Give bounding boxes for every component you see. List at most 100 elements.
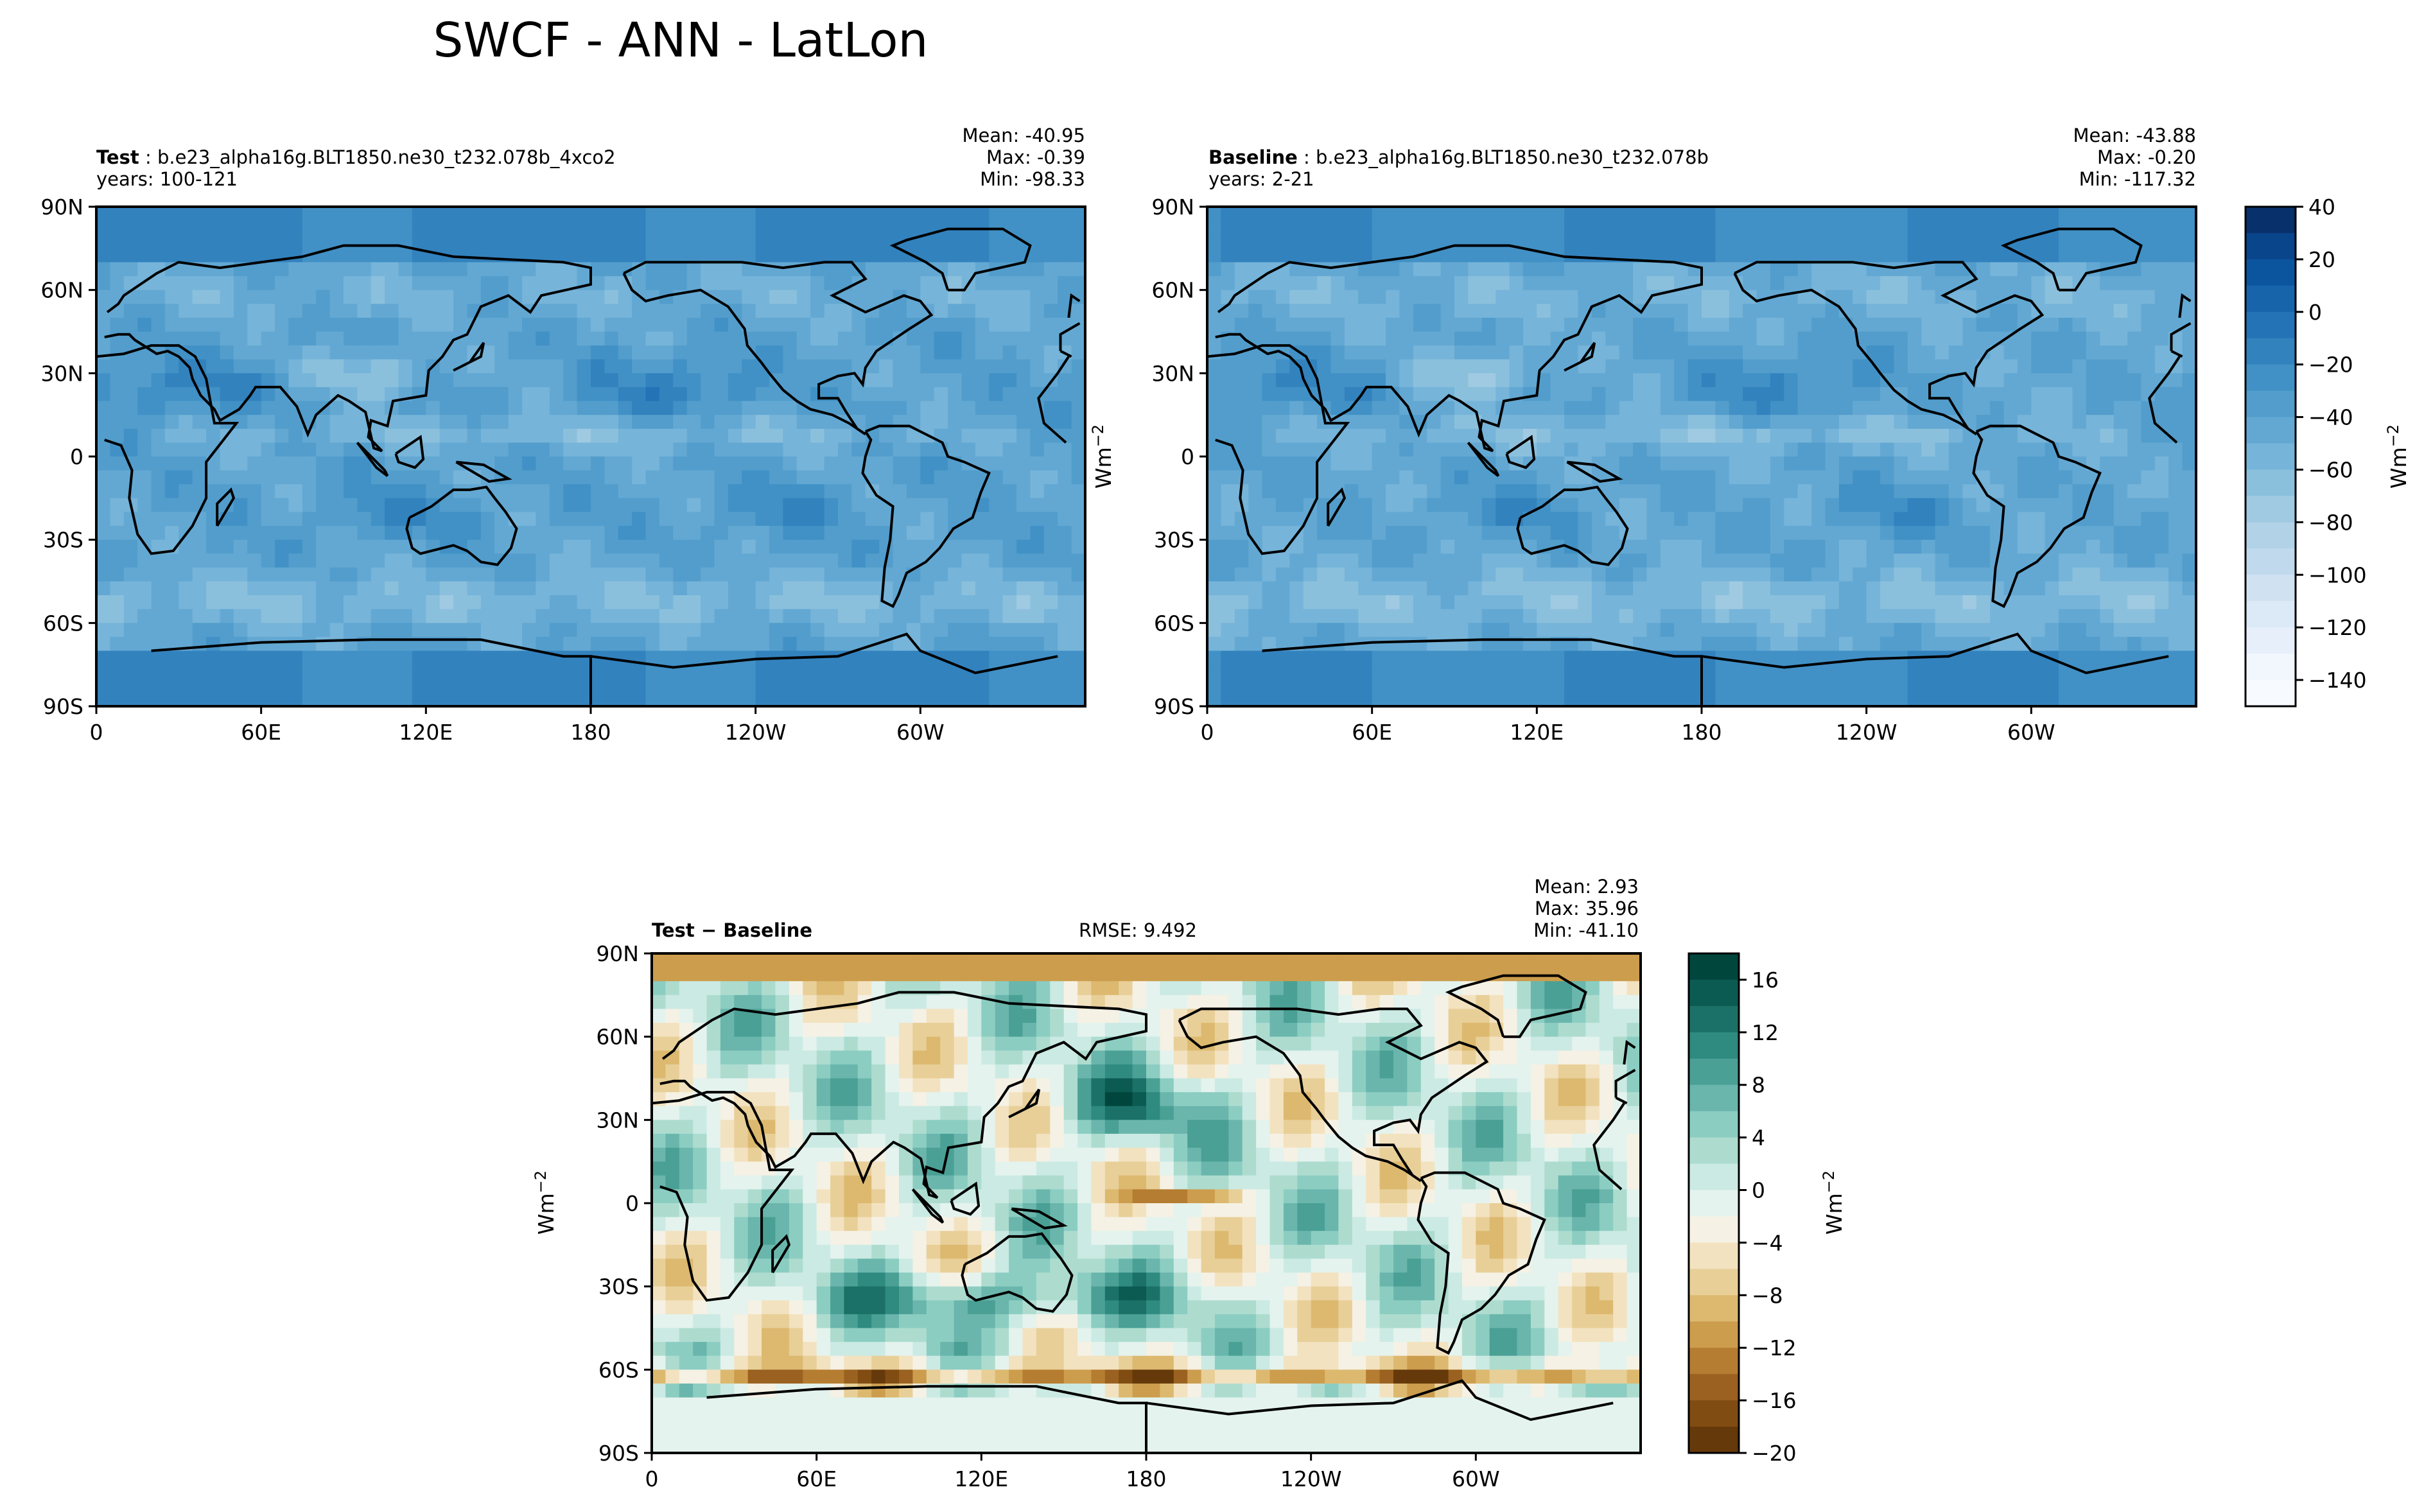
test-case: b.e23_alpha16g.BLT1850.ne30_t232.078b_4x… (157, 146, 616, 168)
y-tick-label: 90S (598, 1441, 639, 1466)
coastline (1733, 261, 2045, 436)
colorbar-swatch (2246, 469, 2296, 496)
x-tick-label: 0 (645, 1466, 659, 1491)
colorbar-swatch (1689, 979, 1739, 1007)
colorbar-swatch (1689, 1111, 1739, 1138)
baseline-label: Baseline (1208, 146, 1298, 168)
diff-header: Test − Baseline (652, 919, 812, 941)
colorbar-0: 40 20 0 −20 −40 −60 −80 −100 −120 −140 (2244, 195, 2367, 708)
y-tick-label: 60S (1154, 611, 1194, 636)
x-tick-label: 60E (241, 720, 281, 745)
test-case-separator: : (139, 146, 157, 168)
colorbar-tick-label: −40 (2308, 405, 2353, 430)
y-tick-label: 0 (70, 444, 83, 469)
colorbar-frame (2244, 205, 2297, 708)
map-field-1 (1207, 207, 2196, 706)
coastline (151, 638, 592, 706)
colorbar-swatch (2246, 680, 2296, 707)
baseline-ylabel: Wm−2 (1089, 424, 1116, 489)
colorbar-tick-label: −60 (2308, 457, 2353, 482)
colorbar-swatch (1689, 1005, 1739, 1033)
coastline (1067, 293, 1081, 318)
coastline (1592, 1102, 1625, 1190)
colorbar-swatch (2246, 207, 2296, 234)
coastline (1059, 322, 1081, 351)
colorbar-swatch (2246, 311, 2296, 339)
colorbar-tick-label: −8 (1752, 1283, 1783, 1308)
colorbar-tick-label: −140 (2308, 668, 2367, 693)
colorbar-swatch (1689, 1427, 1739, 1454)
coastline (1011, 1207, 1068, 1230)
x-tick-label: 60E (796, 1466, 837, 1491)
coastline (1615, 1097, 1628, 1105)
coastline (911, 1188, 945, 1224)
coastline (1467, 441, 1500, 477)
coastline (706, 1385, 1147, 1453)
y-tick-label: 0 (625, 1191, 639, 1216)
diff-min: Min: -41.10 (1533, 919, 1639, 941)
coastline (1060, 350, 1072, 358)
coastline (394, 435, 425, 469)
baseline-stats: Mean: -43.88 Max: -0.20 Min: -117.32 (1939, 125, 2197, 190)
colorbar-swatch (1689, 1374, 1739, 1401)
colorbar-swatch (1689, 1058, 1739, 1086)
y-tick-label: 60S (598, 1357, 639, 1382)
colorbar-tick-label: −20 (1752, 1441, 1797, 1466)
colorbar-swatch (1689, 1269, 1739, 1296)
y-tick-label: 30N (1151, 361, 1194, 386)
coastline (1445, 974, 1587, 1038)
colorbar-swatch (2246, 627, 2296, 654)
test-stats: Mean: -40.95 Max: -0.39 Min: -98.33 (828, 125, 1086, 190)
x-tick-label: 180 (571, 720, 611, 745)
coastline (889, 227, 1032, 291)
x-tick-label: 60E (1352, 720, 1392, 745)
diff-rmse: RMSE: 9.492 (1079, 919, 1197, 941)
coastline (1623, 1039, 1636, 1065)
colorbar-swatch (1689, 1400, 1739, 1427)
coastline (1178, 1007, 1489, 1183)
colorbar-unit-label: Wm−2 (2384, 424, 2411, 489)
y-tick-label: 90N (596, 941, 639, 966)
coastline (1972, 424, 2102, 609)
colorbar-swatch (1689, 1084, 1739, 1112)
colorbar-swatch (2246, 285, 2296, 313)
coastline (1262, 638, 1703, 706)
diff-label: Test − Baseline (652, 919, 813, 941)
colorbar-tick-label: 4 (1752, 1125, 1765, 1151)
coastline (1516, 485, 1629, 566)
colorbar-swatch (2246, 575, 2296, 602)
colorbar-swatch (1689, 1295, 1739, 1322)
coastline (1008, 1088, 1041, 1118)
diff-mean: Mean: 2.93 (1534, 876, 1639, 898)
coastline (659, 991, 1147, 1199)
x-tick-label: 180 (1126, 1466, 1167, 1491)
colorbar-tick-label: 0 (1752, 1178, 1765, 1203)
x-tick-label: 60W (2007, 720, 2055, 745)
colorbar-swatch (1689, 1348, 1739, 1375)
coastline (1564, 342, 1596, 372)
colorbar-swatch (2246, 259, 2296, 286)
colorbar-swatch (1689, 1032, 1739, 1059)
colorbar-swatch (2246, 654, 2296, 681)
colorbar-swatch (1689, 1242, 1739, 1269)
colorbar-1: 16 12 8 4 0 −4 −8 −12 −16 −20 (1687, 952, 1797, 1466)
coastlines-0 (96, 227, 1081, 706)
coastline (771, 1234, 791, 1274)
colorbar-swatch (2246, 338, 2296, 365)
baseline-years: years: 2-21 (1208, 168, 1314, 190)
coastline (1701, 632, 2169, 675)
coastline (1207, 344, 1350, 555)
coastline (1566, 460, 1623, 483)
coastline (96, 344, 240, 555)
x-tick-label: 120E (1510, 720, 1564, 745)
colorbar-tick-label: 20 (2308, 247, 2335, 272)
coastline (622, 261, 934, 436)
coastline (950, 1181, 981, 1216)
colorbar-tick-label: 16 (1752, 968, 1779, 993)
colorbar-tick-label: −80 (2308, 510, 2353, 535)
colorbar-tick-label: 8 (1752, 1073, 1765, 1098)
test-min: Min: -98.33 (980, 168, 1085, 190)
baseline-max: Max: -0.20 (2097, 146, 2196, 168)
x-tick-label: 120E (399, 720, 453, 745)
coastline (356, 441, 389, 477)
